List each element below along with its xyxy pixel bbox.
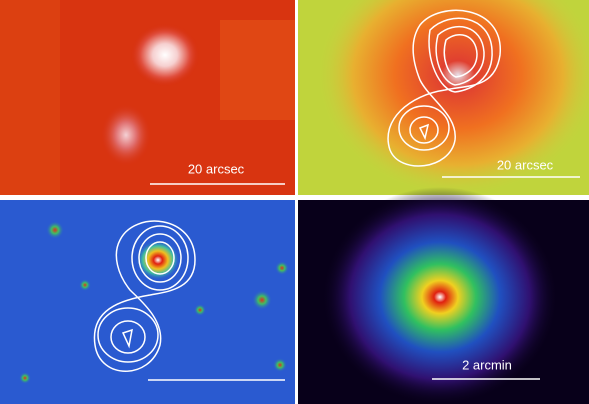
contour — [409, 116, 439, 144]
star — [194, 304, 206, 316]
contour — [398, 105, 450, 151]
contour — [387, 9, 501, 167]
texture — [220, 20, 295, 120]
star — [79, 279, 91, 291]
contour — [418, 123, 430, 141]
source — [130, 23, 200, 87]
contour — [435, 25, 485, 86]
texture — [0, 0, 60, 195]
scale-label: 2 arcmin — [462, 357, 512, 372]
star — [273, 358, 287, 372]
star — [19, 372, 31, 384]
contour — [93, 220, 196, 372]
contour — [131, 225, 189, 291]
star — [275, 261, 289, 275]
source — [318, 0, 589, 195]
star — [252, 290, 272, 310]
panel-bottom-right: 2 arcmin — [298, 187, 589, 404]
panel-background — [0, 200, 295, 404]
scale-label: 20 arcsec — [497, 157, 554, 172]
panel-bottom-left — [0, 200, 295, 404]
scale-label: 20 arcsec — [188, 161, 245, 176]
contour — [428, 17, 493, 93]
source — [100, 103, 152, 167]
panel-top-left: 20 arcsec — [0, 0, 295, 195]
contour — [443, 34, 478, 78]
contour — [138, 233, 182, 283]
star — [46, 221, 64, 239]
panel-top-right: 20 arcsec — [298, 0, 589, 195]
contour — [121, 328, 133, 349]
contour — [145, 241, 175, 275]
contour — [110, 320, 146, 354]
contour — [97, 307, 159, 363]
source — [320, 187, 560, 404]
